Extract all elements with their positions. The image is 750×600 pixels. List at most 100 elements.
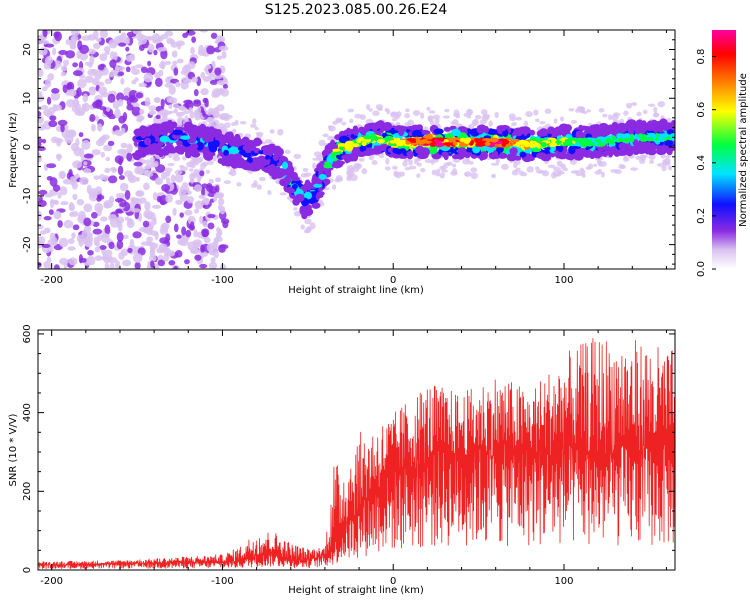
spectral-blob xyxy=(199,126,207,131)
spectral-blob xyxy=(246,156,253,164)
spectral-blob xyxy=(186,151,192,156)
spectral-blob xyxy=(249,166,261,172)
spectral-blob xyxy=(100,216,108,222)
spectral-blob xyxy=(165,233,171,242)
spectral-blob xyxy=(480,109,488,115)
spectral-blob xyxy=(384,123,390,131)
spectral-blob xyxy=(452,119,459,125)
spectral-blob xyxy=(670,120,675,129)
spectral-blob xyxy=(205,136,214,142)
spectral-blob xyxy=(152,192,158,201)
spectral-blob xyxy=(116,208,123,214)
colorbar-label: Normalized spectral amplitude xyxy=(738,73,749,227)
spectral-blob xyxy=(583,133,592,139)
spectral-blob xyxy=(573,152,584,161)
spectral-blob xyxy=(38,262,42,268)
spectral-blob xyxy=(300,224,305,230)
spectral-blob xyxy=(435,168,441,175)
spectral-blob xyxy=(54,31,62,42)
spectral-blob xyxy=(516,135,528,141)
spectral-blob xyxy=(94,71,103,80)
spectral-blob xyxy=(220,157,227,167)
y-tick-label: 600 xyxy=(22,324,33,343)
spectral-blob xyxy=(132,30,142,35)
spectral-blob xyxy=(125,46,130,52)
spectral-blob xyxy=(71,30,80,37)
spectral-blob xyxy=(509,140,515,144)
spectral-blob xyxy=(304,172,312,177)
spectral-blob xyxy=(179,212,184,218)
spectral-blob xyxy=(488,120,493,127)
spectral-blob xyxy=(638,158,646,164)
spectral-blob xyxy=(336,177,344,182)
spectral-blob xyxy=(183,99,193,105)
spectral-blob xyxy=(82,93,89,103)
spectral-blob xyxy=(578,140,584,145)
spectral-blob xyxy=(468,161,474,165)
spectral-blob xyxy=(44,56,53,65)
spectral-blob xyxy=(120,77,125,85)
spectral-blob xyxy=(560,116,565,122)
spectral-blob xyxy=(158,149,164,158)
spectral-blob xyxy=(371,159,378,165)
spectral-blob xyxy=(357,151,365,157)
spectral-blob xyxy=(202,229,209,238)
spectral-blob xyxy=(38,195,43,203)
spectral-blob xyxy=(146,236,154,243)
spectral-blob xyxy=(200,88,209,96)
y-tick-label: 10 xyxy=(22,92,33,105)
spectral-blob xyxy=(191,76,198,83)
spectral-blob xyxy=(132,252,143,263)
spectral-blob xyxy=(107,93,116,103)
spectral-blob xyxy=(312,162,317,170)
spectral-blob xyxy=(612,112,621,117)
spectral-blob xyxy=(179,164,184,169)
spectral-blob xyxy=(104,224,111,235)
spectral-blob xyxy=(131,102,140,108)
spectral-blob xyxy=(365,122,376,130)
spectral-blob xyxy=(304,218,312,225)
spectral-blob xyxy=(190,46,195,55)
spectral-blob xyxy=(218,244,226,253)
spectral-blob xyxy=(475,142,480,147)
spectral-blob xyxy=(636,111,642,117)
spectral-blob xyxy=(281,161,289,170)
spectral-blob xyxy=(38,146,46,151)
spectral-blob xyxy=(214,135,223,142)
spectral-blob xyxy=(208,178,214,184)
spectral-blob xyxy=(69,178,77,186)
spectral-blob xyxy=(234,156,245,164)
spectral-blob xyxy=(62,84,68,94)
spectral-blob xyxy=(654,137,659,142)
spectral-blob xyxy=(127,247,133,254)
spectral-blob xyxy=(332,148,341,152)
spectral-blob xyxy=(193,229,198,238)
spectral-blob xyxy=(205,64,212,70)
spectral-blob xyxy=(161,184,171,192)
spectral-blob xyxy=(99,135,108,142)
spectral-blob xyxy=(177,105,186,110)
spectral-blob xyxy=(386,108,391,115)
spectral-blob xyxy=(213,140,220,148)
spectral-blob xyxy=(557,128,565,135)
colorbar-tick-label: 0.8 xyxy=(696,49,707,65)
spectral-blob xyxy=(192,100,202,107)
spectral-blob xyxy=(303,191,313,200)
spectral-blob xyxy=(215,88,226,95)
spectral-blob xyxy=(184,259,190,265)
spectral-blob xyxy=(509,147,518,155)
spectral-blob xyxy=(199,30,209,33)
spectral-blob xyxy=(220,114,229,121)
spectral-blob xyxy=(334,162,340,169)
spectral-blob xyxy=(94,186,103,195)
spectral-blob xyxy=(332,184,337,190)
spectral-blob xyxy=(149,242,159,250)
spectral-blob xyxy=(123,234,129,240)
spectral-blob xyxy=(78,210,86,221)
spectral-blob xyxy=(441,169,448,173)
spectral-blob xyxy=(199,215,204,224)
spectral-blob xyxy=(365,104,371,110)
spectral-blob xyxy=(432,114,441,120)
spectral-blob xyxy=(479,119,487,125)
colorbar-gradient xyxy=(712,30,736,269)
